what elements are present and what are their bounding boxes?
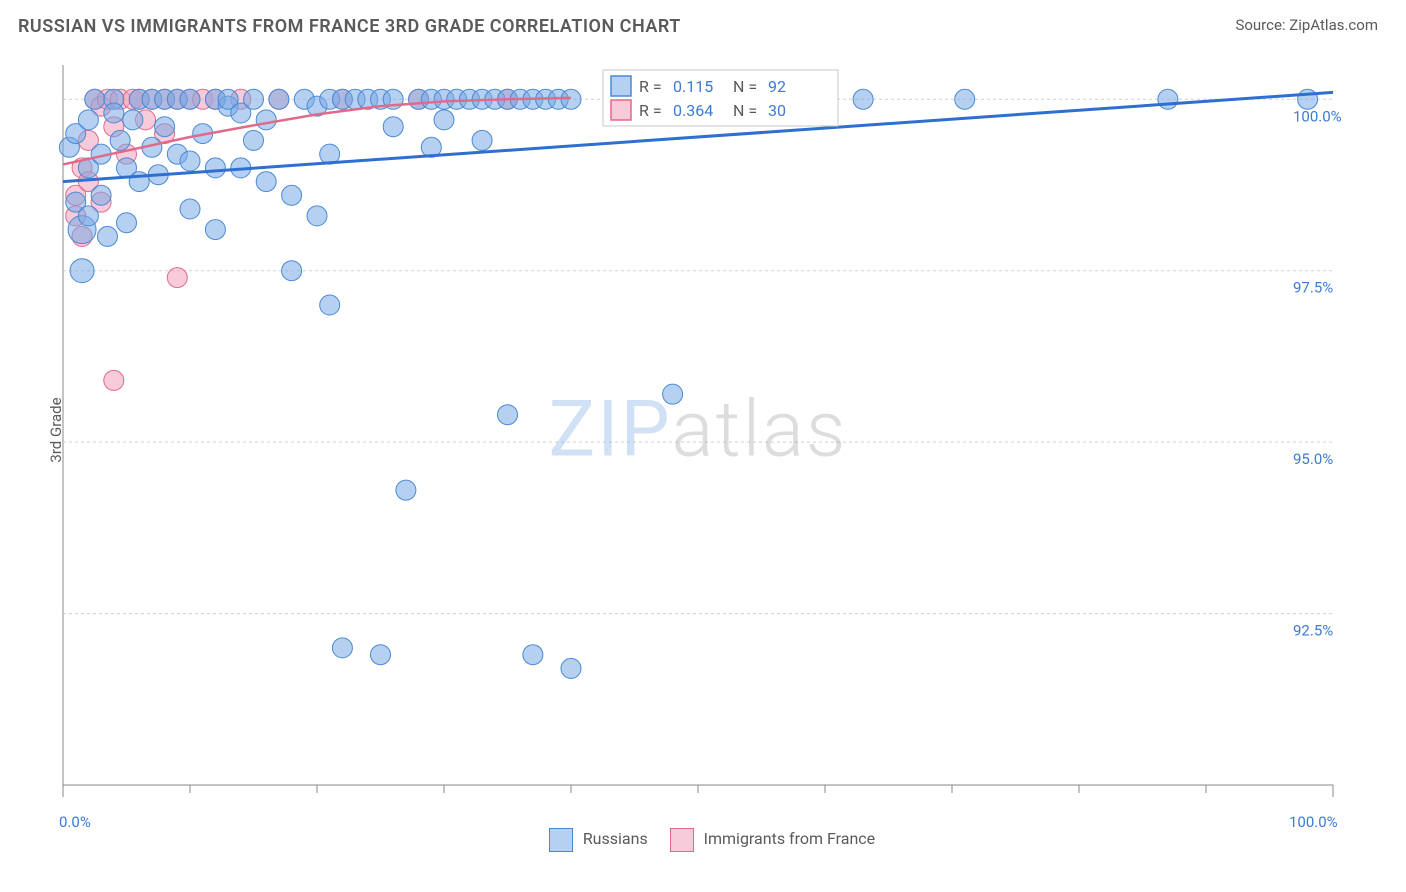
y-tick-label: 95.0%: [1293, 450, 1333, 468]
data-point: [85, 89, 105, 109]
data-point: [955, 89, 975, 109]
data-point: [244, 130, 264, 150]
data-point: [523, 645, 543, 665]
legend-swatch-france: [670, 828, 694, 852]
data-point: [1158, 89, 1178, 109]
data-point: [123, 110, 143, 130]
data-point: [853, 89, 873, 109]
data-point: [434, 110, 454, 130]
stats-legend: R = 0.115 N = 92 R = 0.364 N = 30: [603, 70, 838, 126]
data-point: [663, 384, 683, 404]
svg-text:0.115: 0.115: [673, 77, 713, 96]
svg-text:0.364: 0.364: [673, 101, 713, 120]
data-point: [472, 130, 492, 150]
source-prefix: Source:: [1235, 16, 1289, 34]
data-point: [180, 199, 200, 219]
data-point: [256, 110, 276, 130]
legend-label-france: Immigrants from France: [704, 829, 876, 848]
data-point: [371, 645, 391, 665]
y-tick-label: 97.5%: [1293, 279, 1333, 297]
data-point: [167, 268, 187, 288]
data-point: [104, 103, 124, 123]
data-point: [104, 370, 124, 390]
chart-header: RUSSIAN VS IMMIGRANTS FROM FRANCE 3RD GR…: [0, 0, 1406, 37]
data-point: [383, 117, 403, 137]
svg-text:R =: R =: [639, 101, 662, 120]
data-point: [244, 89, 264, 109]
data-point: [78, 110, 98, 130]
svg-text:N =: N =: [733, 101, 757, 120]
data-point: [282, 261, 302, 281]
legend-swatch-russians: [549, 828, 573, 852]
chart-title: RUSSIAN VS IMMIGRANTS FROM FRANCE 3RD GR…: [18, 16, 681, 37]
svg-text:R =: R =: [639, 77, 662, 96]
data-point: [396, 480, 416, 500]
y-tick-label: 100.0%: [1293, 107, 1342, 125]
data-point: [282, 185, 302, 205]
data-point: [269, 89, 289, 109]
data-point: [117, 213, 137, 233]
data-point: [180, 151, 200, 171]
data-point: [97, 226, 117, 246]
data-point: [205, 220, 225, 240]
plot-container: 3rd Grade 92.5% 95.0% 97.5% 100.0% R = 0.115…: [48, 60, 1348, 800]
data-point: [180, 89, 200, 109]
svg-text:92: 92: [768, 77, 786, 96]
y-tick-label: 92.5%: [1293, 622, 1333, 640]
data-point: [498, 405, 518, 425]
data-point: [70, 259, 94, 283]
legend-label-russians: Russians: [583, 829, 648, 848]
data-point: [110, 130, 130, 150]
svg-text:N =: N =: [733, 77, 757, 96]
data-point: [78, 206, 98, 226]
data-point: [307, 206, 327, 226]
y-axis-label: 3rd Grade: [47, 397, 65, 462]
data-point: [91, 185, 111, 205]
data-point: [256, 172, 276, 192]
scatter-plot-svg: 92.5% 95.0% 97.5% 100.0% R = 0.115 N = 92R = …: [48, 60, 1348, 800]
source-value: ZipAtlas.com: [1289, 16, 1378, 34]
bottom-legend: Russians Immigrants from France: [0, 828, 1406, 852]
data-point: [332, 638, 352, 658]
data-point: [561, 658, 581, 678]
svg-text:30: 30: [768, 101, 786, 120]
data-point: [205, 158, 225, 178]
source-attribution: Source: ZipAtlas.com: [1235, 16, 1378, 34]
data-point: [320, 295, 340, 315]
data-point: [155, 117, 175, 137]
